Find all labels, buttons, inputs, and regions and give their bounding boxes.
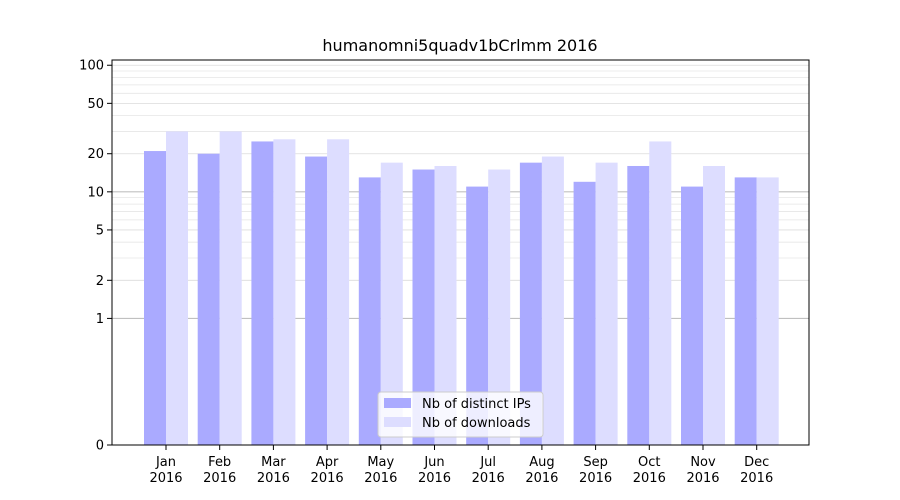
bar-downloads [166, 131, 188, 445]
bar-distinct-ips [197, 153, 220, 446]
legend-label: Nb of downloads [422, 416, 531, 431]
bar-distinct-ips [412, 169, 435, 445]
legend: Nb of distinct IPs Nb of downloads [377, 391, 544, 438]
bar-distinct-ips [251, 141, 274, 445]
x-tick-label: Sep 2016 [579, 455, 612, 486]
y-tick-label: 20 [87, 147, 104, 162]
bar-distinct-ips [144, 151, 166, 445]
x-tick-label: Aug 2016 [525, 455, 558, 486]
bars [144, 131, 779, 446]
x-tick-label: Jan 2016 [149, 455, 182, 486]
bar-downloads [756, 177, 779, 446]
legend-label: Nb of distinct IPs [422, 397, 531, 412]
x-tick-label: Jul 2016 [472, 455, 505, 486]
y-tick-label: 100 [79, 59, 104, 74]
y-tick-label: 50 [87, 97, 104, 112]
bar-downloads [327, 139, 350, 445]
bar-downloads [488, 169, 511, 445]
x-tick-label: Oct 2016 [633, 455, 666, 486]
bar-downloads [541, 156, 564, 446]
bar-distinct-ips [627, 165, 650, 446]
x-tick-label: Nov 2016 [686, 455, 719, 486]
bar-distinct-ips [466, 186, 489, 446]
bar-distinct-ips [734, 177, 757, 446]
x-axis: Jan 2016 Feb 2016 Mar 2016 Apr 2016 May 2016 Jun 20… [149, 445, 773, 486]
legend-swatch [384, 417, 411, 427]
bar-downloads [595, 162, 618, 445]
x-tick-label: Feb 2016 [203, 455, 236, 486]
bar-downloads [649, 141, 672, 445]
legend-box [377, 391, 544, 438]
bar-downloads [380, 162, 403, 445]
y-tick-label: 2 [96, 274, 104, 289]
bar-downloads [703, 165, 725, 446]
x-tick-label: Dec 2016 [740, 455, 773, 486]
x-tick-label: Mar 2016 [257, 455, 290, 486]
bar-distinct-ips [573, 181, 596, 445]
x-tick-label: May 2016 [364, 455, 397, 486]
bar-distinct-ips [519, 162, 542, 445]
chart-title: humanomni5quadv1bCrlmm 2016 [322, 36, 597, 55]
plot-frame [111, 59, 810, 446]
bar-distinct-ips [305, 156, 328, 446]
bar-downloads [273, 139, 296, 445]
y-tick-label: 0 [96, 439, 104, 454]
bar-downloads [219, 131, 242, 445]
bar-distinct-ips [358, 177, 381, 446]
y-axis: 0 1 2 5 10 20 50 100 [79, 59, 112, 454]
bar-downloads [434, 165, 457, 446]
y-tick-label: 10 [87, 185, 104, 200]
y-tick-label: 5 [96, 223, 104, 238]
legend-swatch [384, 398, 411, 408]
y-tick-label: 1 [96, 312, 104, 327]
bar-distinct-ips [681, 186, 703, 446]
x-tick-label: Apr 2016 [311, 455, 344, 486]
x-tick-label: Jun 2016 [418, 455, 451, 486]
